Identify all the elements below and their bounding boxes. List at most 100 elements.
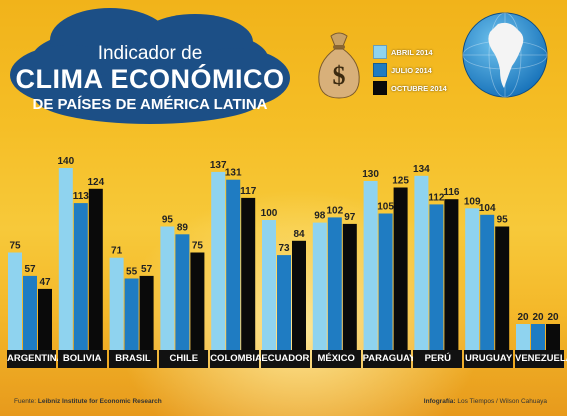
category-label: CHILE — [159, 350, 209, 368]
bar — [414, 175, 429, 350]
data-label: 20 — [532, 312, 544, 323]
data-label: 134 — [413, 164, 430, 175]
category-label: URUGUAY — [464, 350, 513, 368]
category-label: BRASIL — [108, 350, 158, 368]
title-line-1: Indicador de — [97, 43, 203, 64]
bar — [139, 275, 154, 350]
legend-label: OCTUBRE 2014 — [391, 83, 447, 93]
data-label: 102 — [326, 205, 343, 216]
bar — [531, 324, 545, 350]
data-label: 100 — [261, 208, 278, 219]
data-label: 97 — [344, 212, 356, 223]
data-label: 71 — [111, 246, 123, 257]
data-label: 112 — [428, 192, 445, 203]
svg-text:$: $ — [333, 61, 346, 90]
data-label: 124 — [87, 177, 104, 188]
bar — [73, 203, 88, 350]
legend-label: ABRIL 2014 — [391, 47, 433, 57]
bar — [516, 324, 530, 350]
chart-legend: ABRIL 2014 JULIO 2014 OCTUBRE 2014 — [373, 44, 447, 98]
data-label: 125 — [392, 176, 409, 187]
data-label: 55 — [126, 267, 138, 278]
category-label: COLOMBIA — [210, 350, 262, 368]
data-label: 137 — [210, 160, 227, 171]
category-label: BOLIVIA — [57, 350, 107, 368]
title-line-2: CLIMA ECONÓMICO — [15, 64, 285, 94]
credit-note: Infografía: Los Tiempos / Wilson Cahuaya — [424, 398, 547, 405]
legend-item: OCTUBRE 2014 — [373, 80, 447, 96]
bar — [465, 208, 480, 350]
data-label: 73 — [278, 243, 290, 254]
bar — [429, 204, 444, 350]
bar — [211, 171, 226, 350]
title-line-3: DE PAÍSES DE AMÉRICA LATINA — [32, 96, 268, 113]
bar — [241, 197, 256, 350]
data-label: 104 — [479, 203, 496, 214]
category-label: VENEZUELA — [515, 350, 567, 368]
legend-swatch — [373, 63, 387, 77]
source-prefix: Fuente: — [14, 398, 38, 405]
bar — [292, 240, 306, 350]
bar — [393, 187, 408, 350]
legend-swatch — [373, 81, 387, 95]
data-label: 95 — [162, 215, 174, 226]
data-label: 116 — [443, 187, 460, 198]
bar — [58, 168, 73, 350]
globe-icon — [462, 12, 548, 98]
data-label: 130 — [362, 169, 379, 180]
bar — [363, 181, 378, 350]
bar — [8, 252, 22, 350]
data-label: 47 — [39, 277, 51, 288]
bar — [190, 252, 205, 350]
bar — [327, 217, 342, 350]
data-label: 113 — [73, 191, 90, 202]
source-note: Fuente: Leibniz Institute for Economic R… — [14, 398, 162, 405]
data-label: 84 — [293, 229, 305, 240]
bar — [226, 179, 241, 350]
data-label: 140 — [57, 156, 74, 167]
credit-text: Los Tiempos / Wilson Cahuaya — [457, 398, 547, 405]
title-cloud-shape — [10, 8, 290, 124]
legend-item: JULIO 2014 — [373, 62, 447, 78]
bar — [38, 288, 52, 350]
bar — [262, 220, 276, 350]
bar — [23, 275, 37, 350]
category-label: PERÚ — [413, 350, 463, 368]
bar — [495, 226, 510, 350]
data-label: 20 — [517, 312, 529, 323]
data-label: 109 — [464, 196, 481, 207]
data-label: 75 — [192, 241, 204, 252]
credit-prefix: Infografía: — [423, 398, 458, 405]
money-bag-icon: $ — [318, 32, 360, 99]
data-label: 131 — [225, 168, 242, 179]
legend-swatch — [373, 45, 387, 59]
legend-item: ABRIL 2014 — [373, 44, 447, 60]
legend-label: JULIO 2014 — [391, 65, 432, 75]
bar — [175, 234, 190, 350]
bar — [88, 188, 103, 350]
data-label: 105 — [377, 202, 394, 213]
bar — [124, 278, 139, 350]
category-label: MÉXICO — [311, 350, 361, 368]
category-label: PARAGUAY — [362, 350, 415, 368]
bar — [342, 223, 357, 350]
data-label: 98 — [314, 211, 326, 222]
bar — [378, 213, 393, 350]
bar — [277, 255, 291, 350]
bar — [480, 214, 495, 350]
bar — [160, 226, 175, 350]
data-label: 75 — [9, 241, 21, 252]
bar — [444, 199, 459, 350]
data-label: 20 — [547, 312, 559, 323]
category-label: ECUADOR — [261, 350, 310, 368]
data-label: 57 — [24, 264, 36, 275]
data-label: 117 — [240, 186, 257, 197]
data-label: 57 — [141, 264, 153, 275]
bar — [546, 324, 560, 350]
bar — [109, 257, 124, 350]
data-label: 89 — [177, 222, 189, 233]
category-label: ARGENTINA — [7, 350, 63, 368]
data-label: 95 — [497, 215, 509, 226]
